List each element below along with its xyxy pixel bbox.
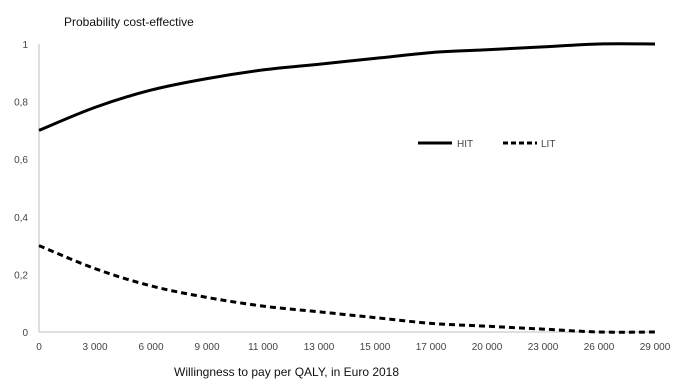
y-tick-label: 0,8 — [14, 98, 28, 109]
y-tick-labels: 0 0,2 0,4 0,6 0,8 1 — [14, 40, 28, 339]
x-tick-label: 3 000 — [82, 342, 107, 353]
legend-lit-label: LIT — [541, 139, 555, 150]
x-tick-label: 26 000 — [584, 342, 615, 353]
x-tick-label: 11 000 — [248, 342, 278, 353]
series-lines — [38, 42, 656, 334]
series-line-hit — [38, 42, 656, 132]
x-axis-title: Willingness to pay per QALY, in Euro 201… — [174, 365, 399, 379]
y-tick-label: 1 — [22, 40, 28, 51]
x-tick-label: 15 000 — [360, 342, 391, 353]
y-tick-label: 0 — [22, 328, 28, 339]
legend-hit-label: HIT — [457, 139, 473, 150]
x-tick-labels: 0 3 000 6 000 9 000 11 000 13 000 15 000 17 000… — [36, 342, 671, 353]
x-tick-label: 29 000 — [640, 342, 671, 353]
x-tick-label: 17 000 — [416, 342, 447, 353]
axes — [38, 44, 655, 333]
x-tick-label: 13 000 — [304, 342, 335, 353]
x-tick-label: 6 000 — [138, 342, 163, 353]
x-tick-label: 23 000 — [528, 342, 559, 353]
x-tick-label: 9 000 — [194, 342, 219, 353]
y-axis-title: Probability cost-effective — [64, 15, 194, 29]
x-tick-label: 20 000 — [472, 342, 503, 353]
x-tick-label: 0 — [36, 342, 42, 353]
y-tick-label: 0,2 — [14, 270, 28, 281]
series-line-lit — [38, 244, 656, 334]
y-tick-label: 0,6 — [14, 155, 28, 166]
y-tick-label: 0,4 — [14, 213, 28, 224]
legend: HIT LIT — [418, 139, 555, 150]
